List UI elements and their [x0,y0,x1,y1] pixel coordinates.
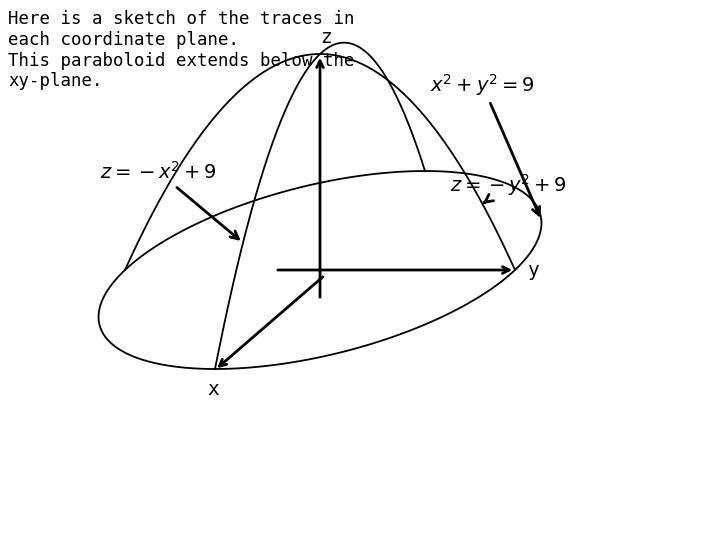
Text: $z = -y^2+9$: $z = -y^2+9$ [450,172,567,202]
Text: z: z [320,28,332,47]
Text: y: y [527,260,539,280]
Text: Here is a sketch of the traces in
each coordinate plane.
This paraboloid extends: Here is a sketch of the traces in each c… [8,10,354,90]
Text: $z = -x^2+9$: $z = -x^2+9$ [100,161,238,239]
Text: $x^2+y^2=9$: $x^2+y^2=9$ [430,72,539,215]
Text: x: x [207,380,219,399]
